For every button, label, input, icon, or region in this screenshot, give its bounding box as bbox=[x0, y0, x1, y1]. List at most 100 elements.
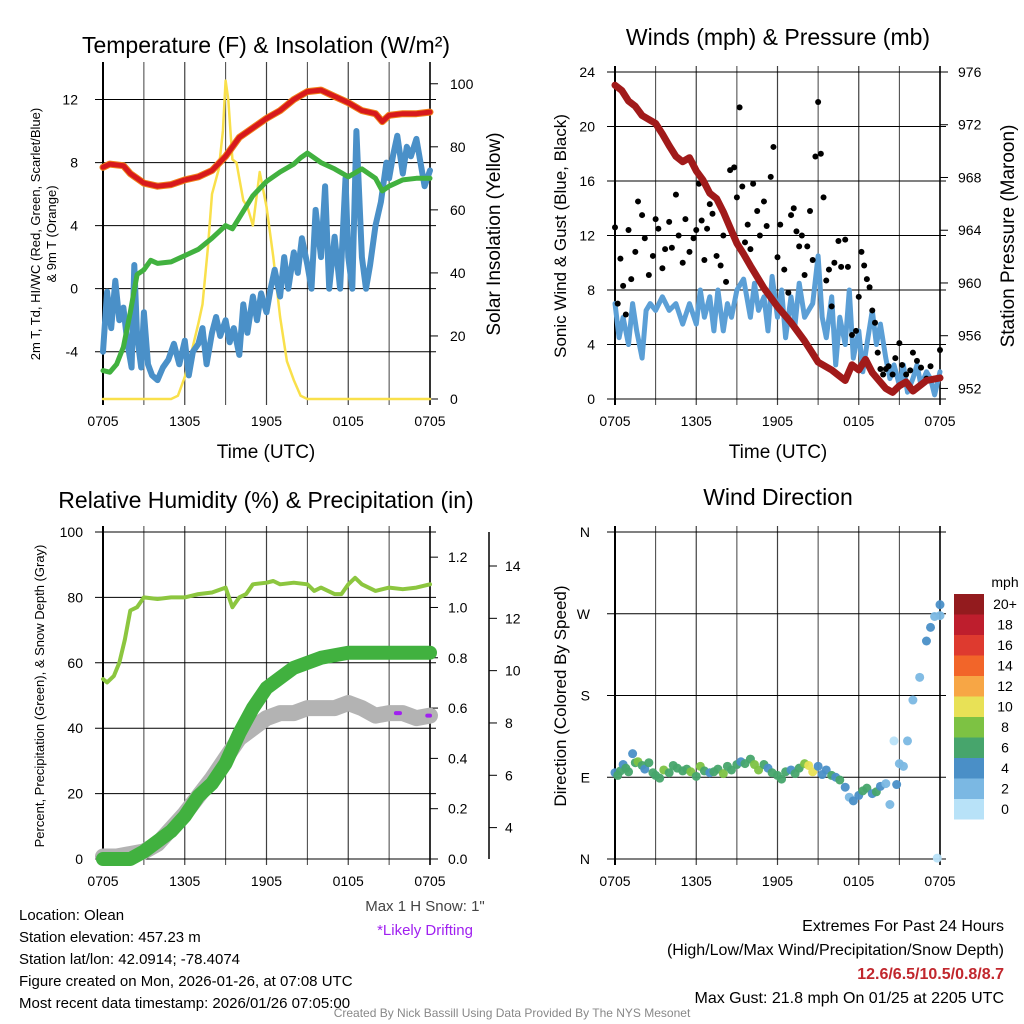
temp-y-tick-label: 12 bbox=[62, 92, 78, 108]
legend-label: 10 bbox=[997, 699, 1013, 715]
gust-point bbox=[907, 367, 914, 374]
pressure-line bbox=[611, 81, 944, 396]
gust-point bbox=[807, 207, 813, 214]
wdir-point bbox=[915, 672, 925, 682]
temp-y2-tick-label: 20 bbox=[450, 328, 466, 344]
recent-data-label: Most recent data timestamp: 2026/01/26 0… bbox=[19, 995, 351, 1012]
gust-point bbox=[625, 227, 632, 234]
gust-point bbox=[774, 254, 781, 261]
wdir-point bbox=[889, 736, 899, 746]
extremes-legend: (High/Low/Max Wind/Precipitation/Snow De… bbox=[666, 942, 1004, 959]
gust-point bbox=[666, 218, 673, 225]
gust-point bbox=[848, 331, 855, 338]
wdir-y-tick-label: S bbox=[581, 688, 590, 704]
gust-point bbox=[788, 212, 795, 219]
gust-point bbox=[698, 217, 705, 224]
gust-point bbox=[709, 210, 716, 217]
wdir-point bbox=[885, 800, 895, 809]
wdir-point bbox=[718, 769, 728, 779]
windchill-line bbox=[100, 128, 433, 384]
gust-point bbox=[641, 235, 648, 242]
credit-label: Created By Nick Bassill Using Data Provi… bbox=[333, 1006, 691, 1020]
gust-point bbox=[612, 224, 618, 231]
gust-point bbox=[639, 212, 646, 219]
wdir-point bbox=[892, 780, 902, 790]
legend-swatch bbox=[954, 655, 984, 676]
legend-label: 2 bbox=[1001, 781, 1009, 797]
legend-label: 12 bbox=[997, 678, 1013, 694]
precip-line bbox=[96, 645, 437, 866]
gust-point bbox=[889, 371, 896, 378]
gust-point bbox=[652, 216, 659, 223]
wdir-point bbox=[664, 768, 674, 778]
winds-x-tick-label: 0105 bbox=[843, 413, 874, 429]
wdir-point bbox=[926, 622, 936, 632]
winds-y-tick-label: 12 bbox=[579, 228, 595, 244]
winds-y2-tick-label: 956 bbox=[958, 328, 982, 344]
rh-y-tick-label: 60 bbox=[67, 655, 83, 671]
max-snow-label: Max 1 H Snow: 1" bbox=[365, 898, 485, 915]
rh-y2-tick-label: 1.0 bbox=[448, 599, 468, 615]
winds-y-tick-label: 4 bbox=[587, 337, 595, 353]
gust-point bbox=[885, 363, 892, 370]
gust-point bbox=[855, 293, 862, 300]
rh-x-tick-label: 0705 bbox=[87, 873, 118, 889]
station-info: Location: Olean Station elevation: 457.2… bbox=[19, 905, 353, 1015]
gust-point bbox=[717, 262, 724, 269]
extremes-title: Extremes For Past 24 Hours bbox=[802, 918, 1004, 935]
wdir-point bbox=[644, 758, 654, 768]
gust-point bbox=[682, 216, 689, 223]
wdir-point bbox=[848, 796, 858, 806]
temp-y2-tick-label: 80 bbox=[450, 139, 466, 155]
legend-label: 20+ bbox=[993, 596, 1017, 612]
gust-point bbox=[918, 364, 925, 371]
snow-y3-tick-label: 8 bbox=[505, 715, 513, 731]
gust-point bbox=[844, 263, 851, 270]
legend-swatch bbox=[954, 696, 984, 717]
rh-line bbox=[101, 575, 432, 685]
rh-x-tick-label: 0105 bbox=[333, 873, 364, 889]
gust-point bbox=[675, 232, 682, 239]
temp-y2-axis-label: Solar Insolation (Yellow) bbox=[484, 132, 505, 335]
snow-y3-tick-label: 12 bbox=[505, 610, 521, 626]
gust-point bbox=[853, 327, 860, 334]
winds-y2-tick-label: 972 bbox=[958, 117, 982, 133]
rh-y2-tick-label: 0.8 bbox=[448, 650, 468, 666]
gust-point bbox=[927, 363, 934, 370]
extremes-values: 12.6/6.5/10.5/0.8/8.7 bbox=[857, 966, 1004, 983]
gust-point bbox=[909, 349, 916, 356]
wdir-point bbox=[628, 749, 638, 759]
gust-point bbox=[828, 303, 835, 310]
gust-point bbox=[809, 257, 816, 264]
wdir-x-tick-label: 0705 bbox=[599, 873, 630, 889]
gust-point bbox=[747, 246, 754, 253]
gust-point bbox=[858, 248, 865, 255]
gust-point bbox=[825, 266, 832, 273]
temp-y2-tick-label: 40 bbox=[450, 265, 466, 281]
temp-x-tick-label: 1305 bbox=[169, 413, 200, 429]
wdir-point bbox=[935, 600, 945, 610]
gust-point bbox=[731, 164, 738, 171]
snow-y3-tick-label: 4 bbox=[505, 820, 513, 836]
wdir-point bbox=[821, 765, 831, 775]
rh-y-tick-label: 20 bbox=[67, 786, 83, 802]
gust-point bbox=[736, 104, 743, 111]
temp-x-tick-label: 0705 bbox=[414, 413, 445, 429]
temp-2m-line bbox=[100, 87, 433, 189]
gust-point bbox=[842, 236, 849, 243]
wdir-point bbox=[808, 767, 818, 777]
rh-y-tick-label: 0 bbox=[75, 851, 83, 867]
legend-swatch bbox=[954, 614, 984, 635]
gust-point bbox=[937, 346, 943, 353]
gust-point bbox=[823, 277, 830, 284]
gust-point bbox=[742, 239, 748, 246]
gust-point bbox=[767, 173, 774, 180]
gust-point bbox=[733, 194, 740, 201]
gust-point bbox=[899, 361, 906, 368]
gust-point bbox=[620, 282, 627, 289]
temp-y-tick-label: 4 bbox=[70, 218, 78, 234]
gust-point bbox=[877, 366, 884, 373]
wdir-point bbox=[903, 736, 912, 746]
wdir-point bbox=[862, 783, 872, 793]
wdir-x-tick-label: 0705 bbox=[924, 873, 955, 889]
